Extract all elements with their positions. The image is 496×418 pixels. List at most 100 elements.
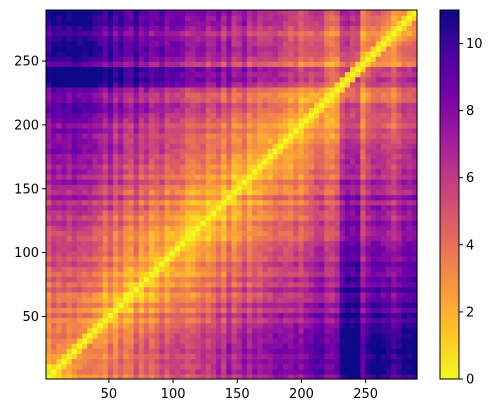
- heatmap-cell: [112, 122, 119, 129]
- heatmap-cell: [406, 143, 413, 149]
- heatmap-cell: [236, 312, 243, 319]
- heatmap-cell: [71, 148, 78, 155]
- heatmap-cell: [210, 358, 217, 365]
- heatmap-cell: [159, 322, 166, 329]
- heatmap-cell: [200, 363, 207, 370]
- heatmap-cell: [143, 230, 150, 237]
- heatmap-cell: [185, 133, 191, 139]
- heatmap-cell: [159, 61, 166, 67]
- heatmap-cell: [241, 322, 248, 329]
- heatmap-cell: [293, 322, 300, 329]
- heatmap-cell: [169, 327, 176, 334]
- heatmap-cell: [277, 30, 284, 37]
- heatmap-cell: [159, 117, 166, 124]
- heatmap-cell: [133, 230, 140, 237]
- heatmap-cell: [277, 158, 284, 165]
- heatmap-cell: [308, 225, 315, 231]
- heatmap-cell: [123, 204, 130, 211]
- heatmap-cell: [61, 358, 68, 365]
- heatmap-cell: [406, 168, 413, 175]
- heatmap-cell: [396, 117, 403, 124]
- heatmap-cell: [210, 286, 217, 293]
- heatmap-cell: [174, 302, 181, 308]
- heatmap-cell: [66, 322, 73, 329]
- heatmap-cell: [133, 148, 140, 155]
- heatmap-cell: [143, 209, 150, 216]
- heatmap-cell: [350, 122, 356, 129]
- heatmap-cell: [46, 117, 52, 124]
- heatmap-cell: [396, 66, 403, 73]
- heatmap-cell: [329, 353, 336, 360]
- heatmap-cell: [324, 45, 330, 52]
- heatmap-cell: [216, 194, 222, 201]
- heatmap-cell: [128, 332, 135, 339]
- heatmap-cell: [200, 148, 207, 155]
- heatmap-cell: [226, 271, 233, 278]
- heatmap-cell: [360, 107, 367, 114]
- heatmap-cell: [71, 122, 78, 129]
- heatmap-cell: [231, 245, 238, 252]
- heatmap-cell: [216, 107, 222, 114]
- heatmap-cell: [107, 368, 114, 375]
- heatmap-cell: [313, 117, 320, 124]
- heatmap-cell: [411, 138, 418, 144]
- heatmap-cell: [283, 127, 289, 134]
- heatmap-cell: [386, 158, 392, 165]
- heatmap-cell: [386, 373, 392, 380]
- heatmap-cell: [252, 102, 258, 108]
- heatmap-cell: [401, 158, 408, 165]
- heatmap-cell: [164, 138, 171, 144]
- heatmap-cell: [365, 343, 372, 349]
- heatmap-cell: [149, 40, 155, 47]
- heatmap-cell: [185, 348, 191, 354]
- heatmap-cell: [128, 179, 135, 185]
- heatmap-cell: [262, 25, 269, 32]
- heatmap-cell: [149, 348, 155, 354]
- heatmap-cell: [107, 158, 114, 165]
- heatmap-cell: [169, 189, 176, 196]
- heatmap-cell: [293, 112, 300, 119]
- heatmap-cell: [380, 168, 387, 175]
- heatmap-cell: [396, 148, 403, 155]
- heatmap-cell: [221, 107, 227, 114]
- heatmap-cell: [226, 245, 233, 252]
- heatmap-cell: [283, 107, 289, 114]
- heatmap-cell: [46, 81, 52, 88]
- heatmap-cell: [61, 76, 68, 83]
- heatmap-cell: [360, 307, 367, 313]
- heatmap-cell: [82, 122, 88, 129]
- heatmap-cell: [370, 138, 377, 144]
- heatmap-cell: [370, 199, 377, 206]
- heatmap-cell: [313, 127, 320, 134]
- heatmap-cell: [128, 71, 135, 78]
- heatmap-cell: [380, 307, 387, 313]
- heatmap-cell: [216, 81, 222, 88]
- heatmap-cell: [138, 97, 145, 103]
- heatmap-cell: [329, 302, 336, 308]
- heatmap-cell: [56, 302, 63, 308]
- heatmap-cell: [200, 209, 207, 216]
- heatmap-cell: [380, 286, 387, 293]
- heatmap-cell: [319, 148, 325, 155]
- heatmap-cell: [56, 102, 63, 108]
- heatmap-cell: [128, 163, 135, 170]
- heatmap-cell: [82, 20, 88, 26]
- heatmap-cell: [154, 322, 160, 329]
- heatmap-cell: [143, 250, 150, 257]
- heatmap-cell: [375, 245, 382, 252]
- heatmap-cell: [195, 266, 202, 272]
- heatmap-cell: [133, 92, 140, 98]
- heatmap-cell: [288, 209, 294, 216]
- heatmap-cell: [205, 250, 212, 257]
- heatmap-cell: [391, 51, 397, 57]
- heatmap-cell: [169, 92, 176, 98]
- heatmap-cell: [123, 343, 130, 349]
- heatmap-cell: [267, 220, 274, 226]
- heatmap-cell: [365, 209, 372, 216]
- heatmap-cell: [164, 286, 171, 293]
- heatmap-cell: [391, 168, 397, 175]
- heatmap-cell: [277, 215, 284, 221]
- heatmap-cell: [288, 51, 294, 57]
- heatmap-cell: [56, 307, 63, 313]
- heatmap-cell: [169, 312, 176, 319]
